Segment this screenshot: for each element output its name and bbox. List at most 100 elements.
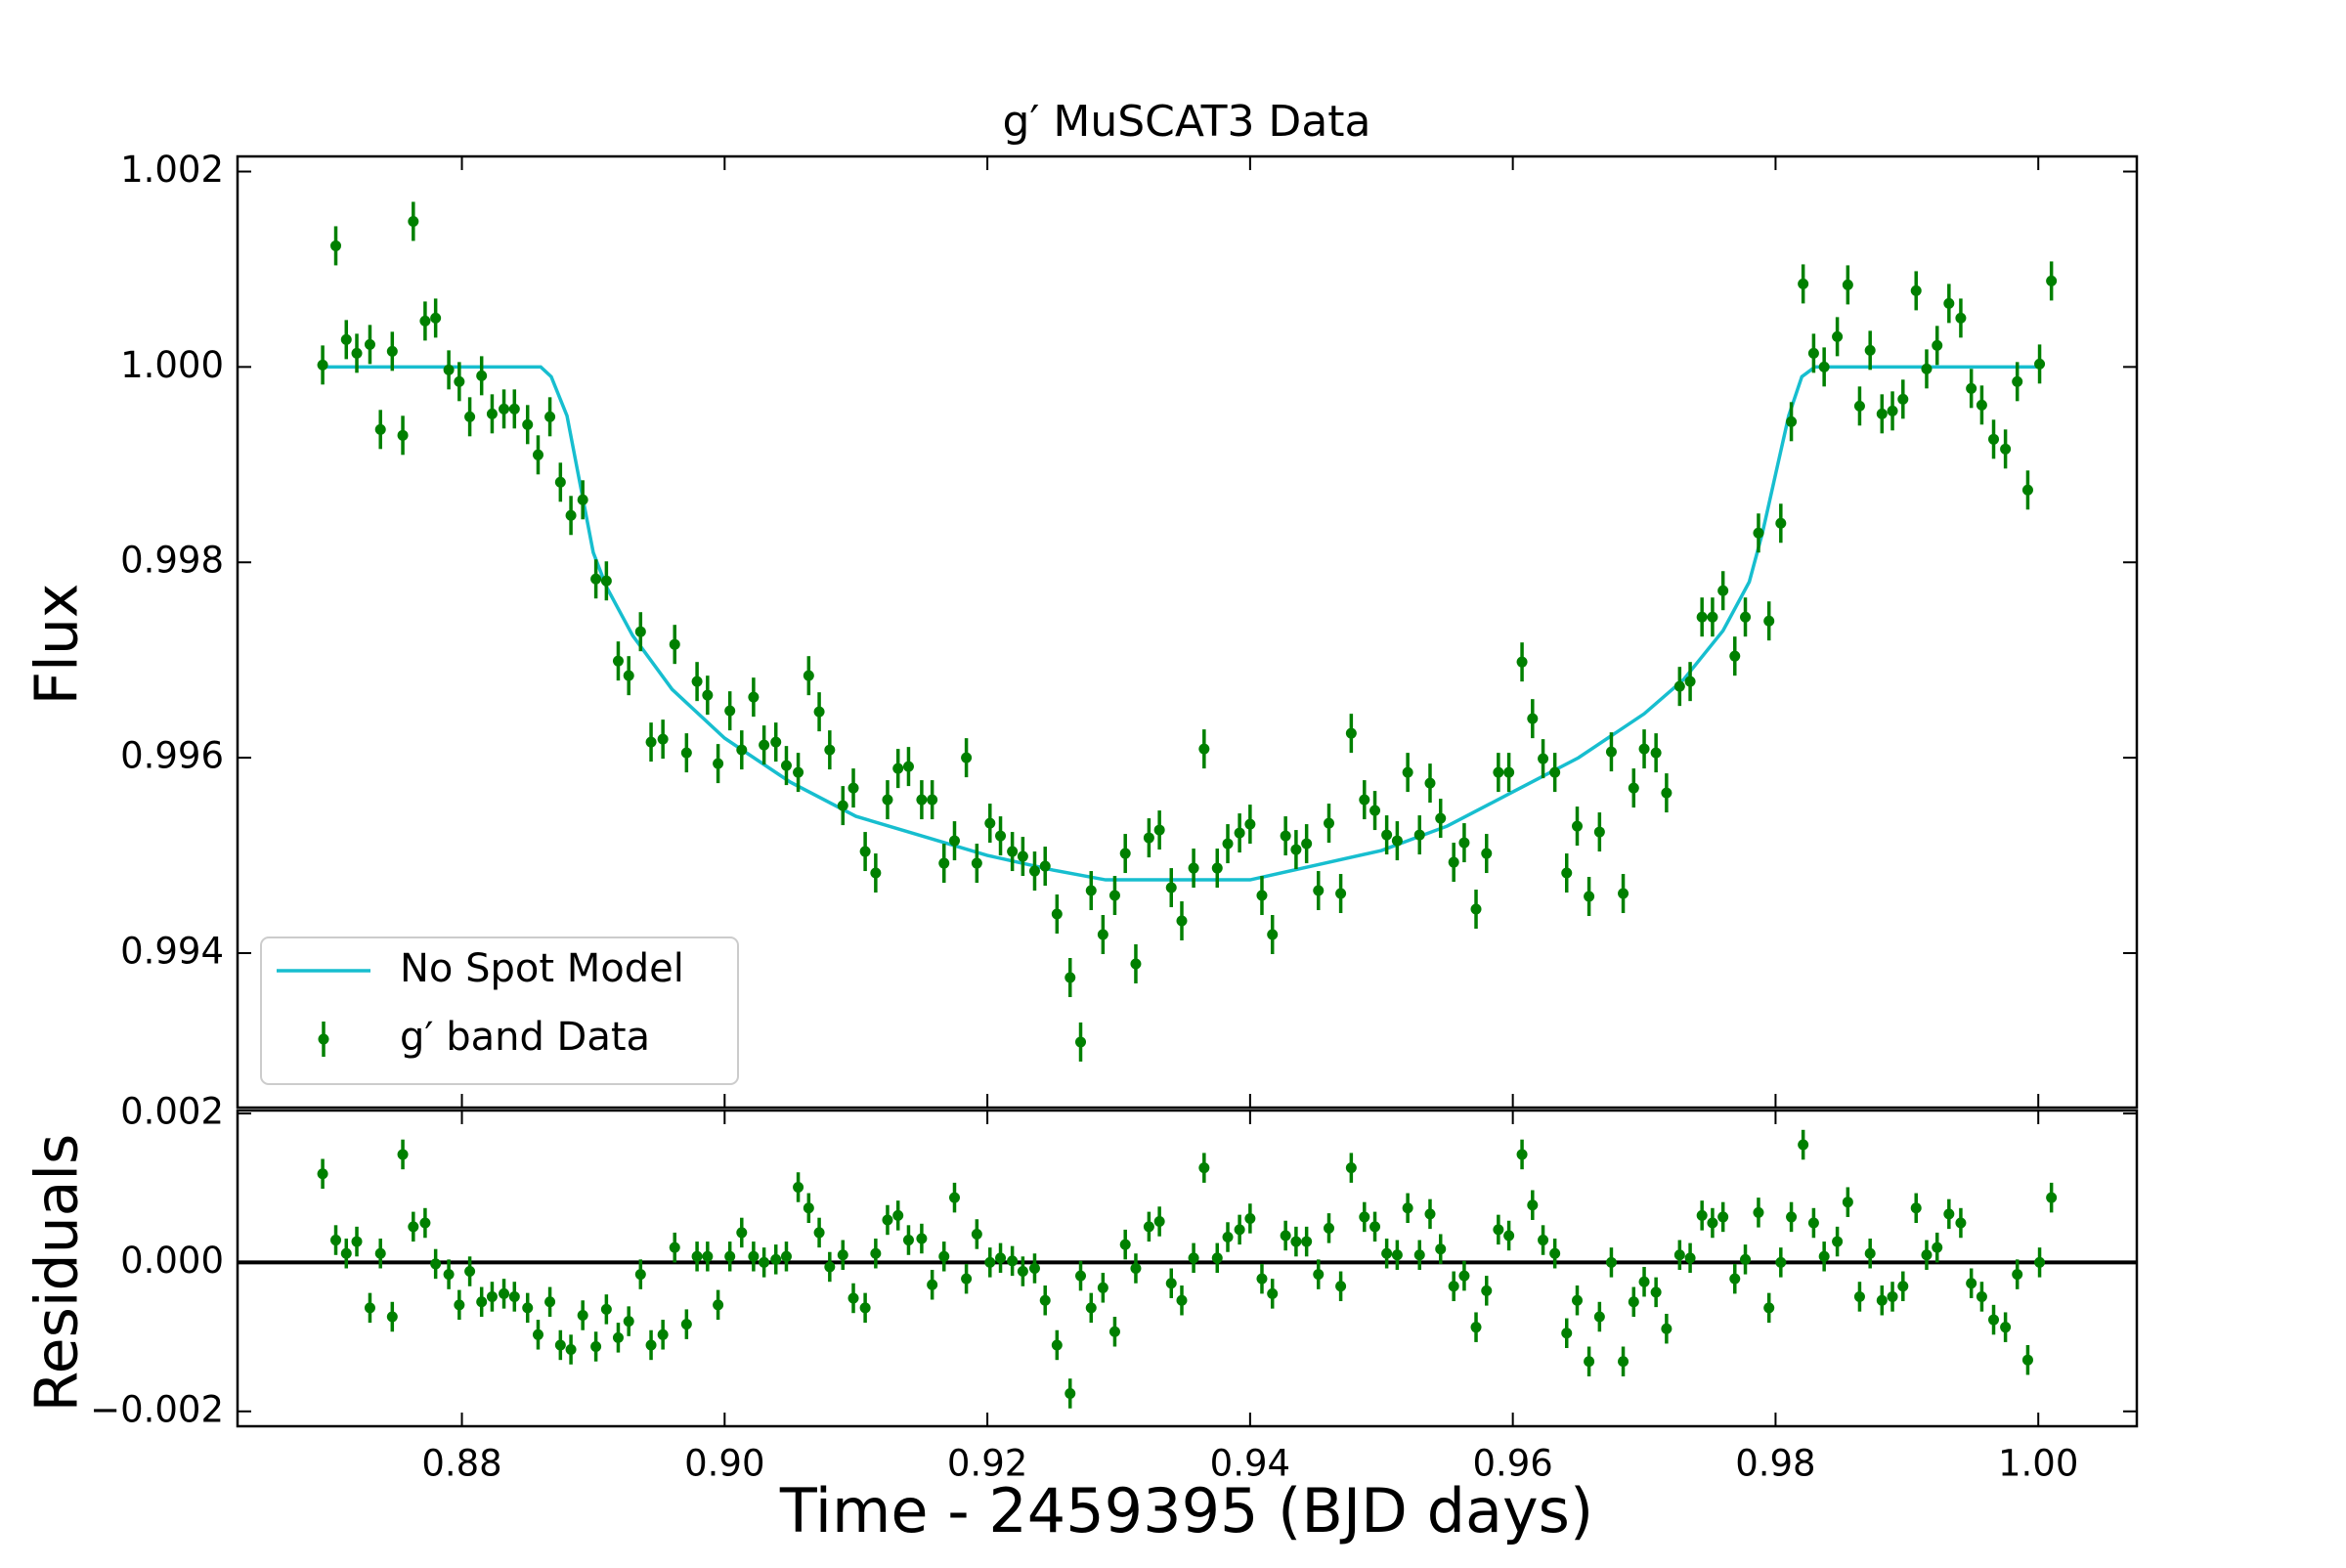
legend-swatch xyxy=(318,1033,329,1045)
data-point xyxy=(770,1253,782,1265)
data-point xyxy=(691,675,703,687)
y-tick-label: 0.994 xyxy=(120,930,224,972)
data-point xyxy=(532,449,543,460)
data-point xyxy=(1119,1239,1131,1250)
data-point xyxy=(1153,824,1165,836)
data-point xyxy=(938,857,950,869)
data-point xyxy=(702,1250,714,1262)
data-point xyxy=(961,1273,973,1285)
data-point xyxy=(419,315,431,327)
data-point xyxy=(1028,865,1040,877)
data-point xyxy=(1561,867,1573,879)
x-tick-label: 0.98 xyxy=(1735,1443,1815,1485)
data-point xyxy=(793,766,804,778)
data-point xyxy=(2034,358,2046,370)
data-point xyxy=(1673,1249,1685,1261)
data-point xyxy=(724,1250,736,1262)
legend-label: g′ band Data xyxy=(400,1015,650,1060)
data-point xyxy=(1729,1273,1741,1285)
data-point xyxy=(464,1266,476,1278)
data-point xyxy=(2012,375,2023,387)
data-point xyxy=(1267,1287,1279,1299)
data-point xyxy=(1818,1250,1830,1262)
legend-box xyxy=(260,936,739,1085)
x-tick-label: 0.92 xyxy=(947,1443,1027,1485)
data-point xyxy=(1085,1302,1097,1314)
data-point xyxy=(847,782,859,794)
data-point xyxy=(1842,279,1853,290)
data-point xyxy=(565,1344,577,1356)
data-point xyxy=(1313,885,1325,896)
data-point xyxy=(1818,361,1830,372)
data-point xyxy=(1481,1285,1493,1296)
data-point xyxy=(522,1302,534,1314)
data-point xyxy=(1650,747,1662,759)
x-tick-label: 0.90 xyxy=(684,1443,764,1485)
data-point xyxy=(1684,1252,1696,1264)
data-point xyxy=(374,423,386,435)
data-point xyxy=(1897,1281,1909,1292)
data-point xyxy=(1584,1356,1595,1368)
data-point xyxy=(1673,680,1685,692)
data-point xyxy=(1143,832,1154,844)
data-point xyxy=(1516,1149,1528,1160)
data-point xyxy=(544,1296,556,1308)
data-point xyxy=(1584,891,1595,902)
data-point xyxy=(713,758,724,769)
data-point xyxy=(1593,1311,1605,1323)
data-point xyxy=(1717,585,1729,596)
data-point xyxy=(859,846,871,857)
data-point xyxy=(612,1331,624,1343)
data-point xyxy=(1988,433,2000,445)
data-point xyxy=(1290,844,1302,855)
data-point xyxy=(748,691,760,703)
data-point xyxy=(364,1302,375,1314)
data-point xyxy=(1763,615,1775,627)
data-point xyxy=(1864,1247,1876,1259)
data-point xyxy=(499,403,510,414)
data-point xyxy=(1188,862,1199,874)
data-point xyxy=(927,794,938,806)
data-point xyxy=(1097,1282,1108,1293)
data-point xyxy=(1628,782,1639,794)
data-point xyxy=(464,411,476,422)
data-point xyxy=(2021,1354,2033,1366)
data-point xyxy=(1775,1256,1787,1268)
data-point xyxy=(532,1328,543,1340)
data-point xyxy=(759,1256,770,1268)
data-point xyxy=(330,1235,342,1246)
y-tick-label: −0.002 xyxy=(90,1388,224,1430)
data-point xyxy=(1222,838,1234,849)
data-point xyxy=(1527,1199,1539,1211)
data-point xyxy=(1527,713,1539,724)
data-point xyxy=(443,364,455,375)
data-point xyxy=(882,1214,893,1226)
data-point xyxy=(590,1340,602,1352)
x-tick-label: 0.96 xyxy=(1472,1443,1552,1485)
data-point xyxy=(1955,1217,1967,1229)
data-point xyxy=(713,1299,724,1311)
data-point xyxy=(1572,820,1584,832)
data-point xyxy=(870,1247,882,1259)
data-point xyxy=(1391,835,1403,847)
data-point xyxy=(1593,826,1605,838)
data-point xyxy=(565,509,577,521)
data-point xyxy=(1976,1290,1987,1302)
data-point xyxy=(476,370,488,381)
data-point xyxy=(544,411,556,422)
data-point xyxy=(759,739,770,751)
data-point xyxy=(1493,766,1504,778)
data-point xyxy=(1424,1208,1436,1220)
data-point xyxy=(1807,1217,1819,1229)
data-point xyxy=(657,1328,669,1340)
data-point xyxy=(748,1250,760,1262)
data-point xyxy=(554,476,566,488)
data-point xyxy=(1853,1290,1865,1302)
data-point xyxy=(2000,1322,2012,1333)
data-point xyxy=(780,1250,792,1262)
data-point xyxy=(803,1202,814,1214)
data-point xyxy=(1887,1290,1898,1302)
data-point xyxy=(590,573,602,585)
data-point xyxy=(1301,838,1313,849)
data-point xyxy=(645,736,657,748)
